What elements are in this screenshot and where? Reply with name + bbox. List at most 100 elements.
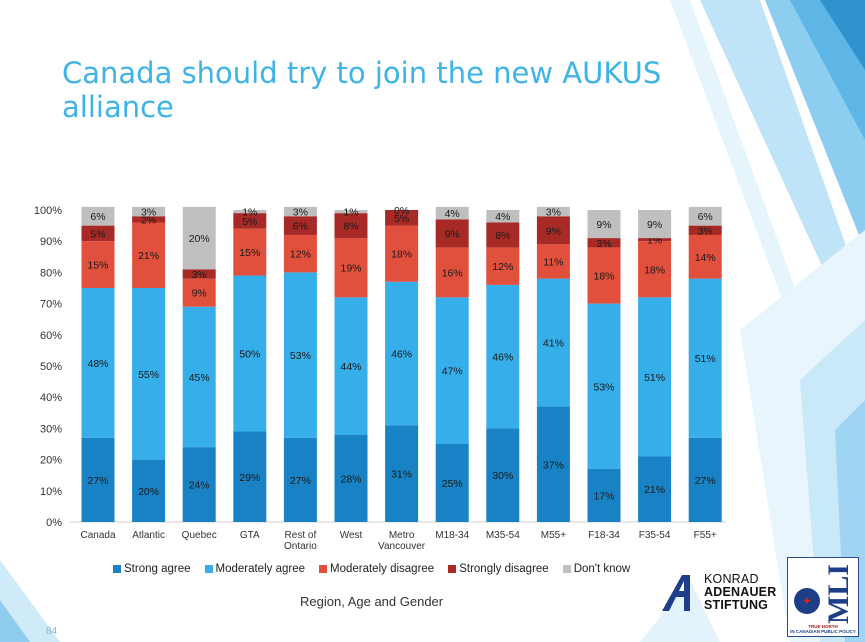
data-label: 6% [293,221,308,233]
x-axis-title: Region, Age and Gender [300,594,444,609]
data-label: 47% [442,366,463,378]
bar-segment-0-5 [334,434,368,522]
bar-segment-0-12 [688,437,722,522]
bar-segment-3-10 [587,238,621,248]
bar-segment-0-7 [435,444,469,522]
bar-segment-2-5 [334,238,368,298]
bar-segment-0-4 [283,437,317,522]
kas-line-2: ADENAUER [704,585,777,599]
data-label: 19% [340,263,361,275]
data-label: 12% [290,249,311,261]
bar-segment-0-1 [132,459,166,522]
legend-item-strongly-disagree: Strongly disagree [448,563,549,575]
legend-item-dont-know: Don't know [562,563,630,575]
legend-swatch [204,565,213,573]
bar-segment-3-3 [233,213,267,229]
data-label: 9% [192,288,207,300]
data-label: 18% [644,264,665,276]
bar-segment-3-4 [283,216,317,235]
bar-segment-3-7 [435,219,469,248]
data-label: 27% [87,475,108,487]
bar-segment-3-9 [536,216,570,245]
data-label: 30% [492,470,513,482]
chart-legend: Strong agree Moderately agree Moderately… [113,563,630,575]
data-label: 3% [546,207,561,219]
bar-segment-3-2 [182,269,216,279]
mli-logo-tagline: TRUE NORTH IN CANADIAN PUBLIC POLICY [789,624,857,634]
data-label: 50% [239,349,260,361]
x-tick-label: F18-34 [588,530,620,541]
slide-title: Canada should try to join the new AUKUS … [62,56,662,124]
kas-logo-mark [662,575,690,611]
x-tick-label: M55+ [541,530,566,541]
x-tick-label: West [340,530,363,541]
bar-segment-1-10 [587,303,621,469]
data-label: 18% [593,271,614,283]
legend-item-moderately-agree: Moderately agree [204,563,305,575]
data-label: 1% [343,207,358,219]
y-tick-label: 90% [40,236,62,248]
bar-segment-3-12 [688,225,722,235]
data-label: 27% [695,475,716,487]
kas-line-3: STIFTUNG [704,598,769,612]
bar-segment-4-5 [334,210,368,214]
bar-segment-2-2 [182,278,216,307]
data-label: 44% [340,361,361,373]
bar-segment-4-7 [435,206,469,220]
mli-logo-word: MLI [822,564,855,624]
data-label: 12% [492,261,513,273]
x-tick-label: F55+ [694,530,717,541]
x-tick-label: GTA [240,530,260,541]
bar-segment-2-10 [587,247,621,304]
data-label: 8% [495,230,510,242]
data-label: 14% [695,252,716,264]
mli-tagline-1: TRUE NORTH [808,624,838,629]
data-label: 53% [593,381,614,393]
legend-swatch [562,565,571,573]
x-tick-label: Vancouver [378,541,426,552]
y-tick-label: 60% [40,330,62,342]
data-label: 5% [394,213,409,225]
data-label: 21% [138,250,159,262]
data-label: 27% [290,475,311,487]
maple-leaf-icon: ✦ [794,588,820,614]
x-tick-label: Atlantic [132,530,165,541]
y-tick-label: 70% [40,299,62,311]
data-label: 24% [189,480,210,492]
legend-swatch [319,565,327,573]
y-tick-label: 40% [40,392,62,404]
data-label: 29% [239,472,260,484]
kas-logo-text: KONRAD ADENAUER STIFTUNG [704,573,776,612]
bar-segment-4-2 [182,206,216,270]
mli-logo: ✦ MLI TRUE NORTH IN CANADIAN PUBLIC POLI… [787,557,859,637]
x-tick-label: M35-54 [486,530,520,541]
bar-segment-1-1 [132,288,166,460]
bar-segment-2-0 [81,241,115,288]
bar-segment-2-3 [233,228,267,276]
data-label: 15% [87,260,108,272]
data-label: 46% [391,349,412,361]
data-label: 31% [391,469,412,481]
bar-segment-2-4 [283,234,317,273]
legend-label: Strongly disagree [459,563,549,575]
bar-segment-0-9 [536,406,570,522]
y-tick-label: 20% [40,455,62,467]
x-tick-label: Canada [80,530,115,541]
bar-segment-3-5 [334,213,368,239]
data-label: 45% [189,372,210,384]
legend-swatch [113,565,121,573]
data-label: 51% [644,372,665,384]
bar-segment-1-3 [233,275,267,432]
y-tick-label: 30% [40,423,62,435]
data-label: 55% [138,369,159,381]
data-label: 2% [141,214,156,226]
data-label: 9% [596,219,611,231]
data-label: 37% [543,459,564,471]
legend-item-moderately-disagree: Moderately disagree [319,563,434,575]
bar-segment-0-8 [486,428,520,522]
data-label: 3% [698,225,713,237]
bar-segment-2-1 [132,222,166,288]
bar-segment-4-11 [638,210,672,239]
data-label: 5% [242,216,257,228]
